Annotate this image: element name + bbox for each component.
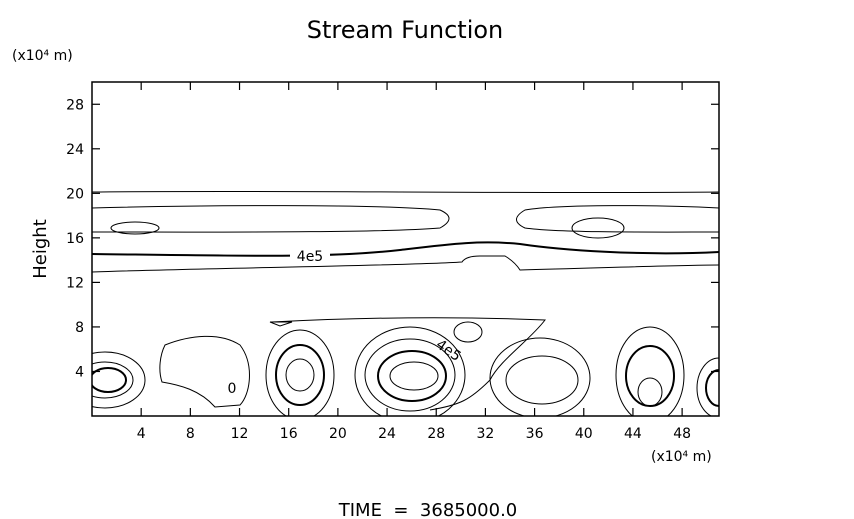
x-tick-label: 4 <box>137 426 146 442</box>
y-tick-label: 4 <box>75 364 84 380</box>
y-tick-label: 16 <box>66 231 84 247</box>
footer: TIME = 3685000.0 <box>338 500 518 519</box>
y-unit: (x10⁴ m) <box>12 48 73 64</box>
x-tick-label: 44 <box>624 426 642 442</box>
chart-title: Stream Function <box>307 16 504 44</box>
x-tick-label: 24 <box>378 426 396 442</box>
x-tick-label: 16 <box>280 426 298 442</box>
x-tick-label: 28 <box>427 426 445 442</box>
y-axis-label: Height <box>30 219 51 279</box>
x-tick-label: 8 <box>186 426 195 442</box>
x-tick-label: 20 <box>329 426 347 442</box>
contour-label: 0 <box>228 381 237 397</box>
contour-label: 4e5 <box>297 249 323 265</box>
x-tick-label: 12 <box>231 426 249 442</box>
y-tick-label: 20 <box>66 186 84 202</box>
y-tick-label: 24 <box>66 142 84 158</box>
plot-frame <box>91 81 720 417</box>
x-tick-label: 36 <box>526 426 544 442</box>
x-tick-label: 48 <box>673 426 691 442</box>
y-tick-label: 28 <box>66 97 84 113</box>
x-tick-label: 32 <box>476 426 494 442</box>
x-unit: (x10⁴ m) <box>651 449 712 465</box>
y-tick-label: 12 <box>66 275 84 291</box>
y-tick-label: 8 <box>75 320 84 336</box>
contours <box>92 190 719 416</box>
x-tick-label: 40 <box>575 426 593 442</box>
